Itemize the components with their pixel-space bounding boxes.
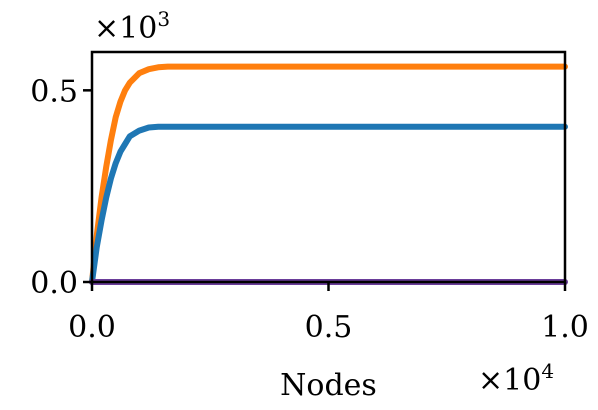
y-multiplier-exp: 3 — [157, 7, 170, 31]
y-axis-multiplier: ×103 — [94, 7, 170, 46]
series-layer — [89, 63, 568, 285]
x-tick-label-1: 0.0 — [68, 310, 116, 345]
series-line-1 — [89, 63, 568, 285]
y-multiplier-base: ×10 — [94, 11, 157, 46]
series-line-2 — [89, 123, 568, 285]
x-axis-label: Nodes — [280, 368, 377, 403]
ticks-layer: 0.0 0.5 1.0 0.0 0.5 — [30, 74, 589, 345]
x-multiplier-base: ×10 — [478, 363, 541, 398]
x-axis-multiplier: ×104 — [478, 359, 554, 398]
axes-frame — [90, 50, 567, 284]
x-tick-label-2: 0.5 — [305, 310, 353, 345]
x-tick-label-3: 1.0 — [541, 310, 589, 345]
y-tick-label-1: 0.0 — [30, 266, 78, 301]
x-multiplier-exp: 4 — [541, 359, 554, 383]
y-tick-label-2: 0.5 — [30, 74, 78, 109]
